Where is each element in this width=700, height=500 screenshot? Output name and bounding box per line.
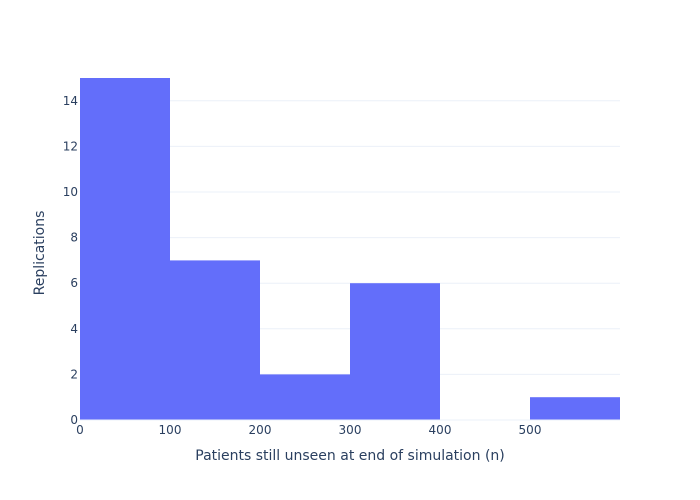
x-tick-label: 400 — [429, 423, 452, 437]
y-tick-label: 2 — [70, 367, 78, 381]
x-tick-label: 0 — [76, 423, 84, 437]
histogram-bar — [530, 397, 620, 420]
y-tick-label: 12 — [63, 139, 78, 153]
y-tick-label: 14 — [63, 94, 78, 108]
histogram-bar — [80, 78, 170, 420]
y-tick-label: 8 — [70, 231, 78, 245]
y-axis-ticks: 0 2 4 6 8 10 12 14 — [63, 94, 78, 427]
histogram-bar — [350, 283, 440, 420]
x-tick-label: 200 — [249, 423, 272, 437]
y-tick-label: 10 — [63, 185, 78, 199]
x-axis-ticks: 0 100 200 300 400 500 — [76, 423, 541, 437]
histogram-bar — [260, 374, 350, 420]
x-tick-label: 100 — [159, 423, 182, 437]
x-tick-label: 300 — [339, 423, 362, 437]
y-axis-title: Replications — [32, 211, 48, 296]
y-tick-label: 0 — [70, 413, 78, 427]
x-tick-label: 500 — [519, 423, 542, 437]
histogram-bar — [170, 260, 260, 420]
x-axis-title: Patients still unseen at end of simulati… — [195, 448, 505, 464]
bars — [80, 78, 620, 420]
y-tick-label: 6 — [70, 276, 78, 290]
y-tick-label: 4 — [70, 322, 78, 336]
